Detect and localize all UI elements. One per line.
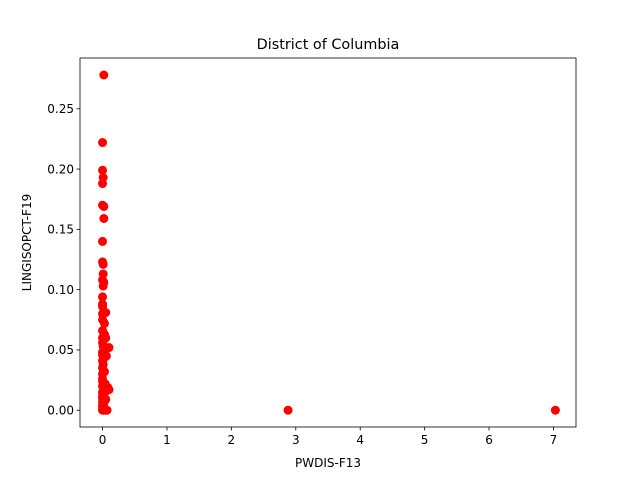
x-axis-ticks: 0 1 2 3 4 5 6 7 — [99, 427, 558, 447]
y-axis-ticks: 0.00 0.05 0.10 0.15 0.20 0.25 — [47, 102, 80, 418]
y-tick-label: 0.05 — [47, 343, 74, 357]
data-point — [98, 138, 108, 148]
y-axis-label: LINGISOPCT-F19 — [20, 194, 34, 291]
x-axis-label: PWDIS-F13 — [295, 456, 361, 470]
data-point — [98, 179, 108, 189]
data-point — [550, 405, 560, 415]
y-tick-label: 0.10 — [47, 283, 74, 297]
data-point — [99, 214, 109, 224]
data-point — [99, 201, 109, 211]
y-tick-label: 0.00 — [47, 404, 74, 418]
x-tick-label: 6 — [485, 433, 493, 447]
y-tick-label: 0.15 — [47, 223, 74, 237]
x-tick-label: 4 — [356, 433, 364, 447]
x-tick-label: 5 — [421, 433, 429, 447]
plot-frame — [79, 57, 577, 428]
data-point — [99, 318, 109, 328]
data-point — [98, 236, 108, 246]
x-tick-label: 7 — [550, 433, 558, 447]
x-tick-label: 2 — [228, 433, 236, 447]
data-point — [99, 70, 109, 80]
data-point — [102, 405, 112, 415]
data-point — [98, 259, 108, 269]
y-tick-label: 0.20 — [47, 162, 74, 176]
x-tick-label: 1 — [163, 433, 171, 447]
plot-area — [80, 58, 576, 427]
data-point — [98, 281, 108, 291]
data-point — [283, 405, 293, 415]
x-tick-label: 0 — [99, 433, 107, 447]
data-point — [98, 292, 108, 302]
data-points — [98, 70, 560, 415]
y-tick-label: 0.25 — [47, 102, 74, 116]
data-point — [98, 165, 108, 175]
x-tick-label: 3 — [292, 433, 300, 447]
chart-title: District of Columbia — [257, 37, 400, 53]
